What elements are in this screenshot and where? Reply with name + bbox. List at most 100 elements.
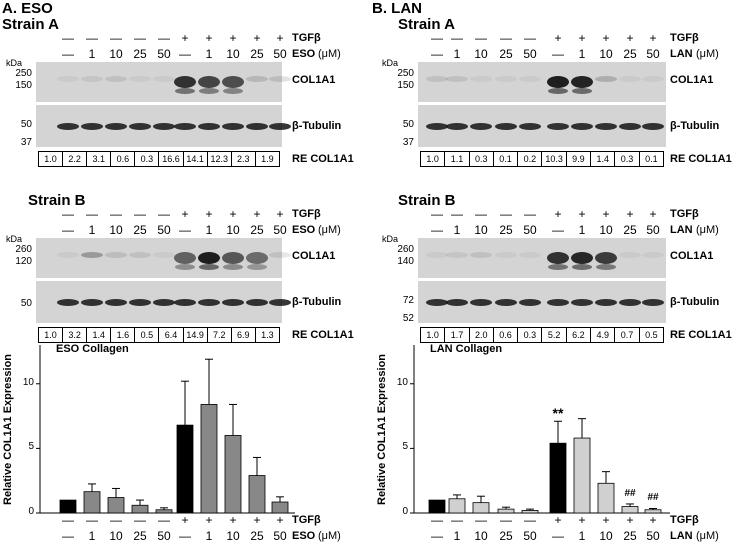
tgf-symbol: +	[649, 207, 657, 221]
tgf-symbol: +	[276, 31, 284, 45]
col1a1-band	[619, 76, 641, 82]
re-value: 0.3	[135, 152, 160, 166]
dose-label: 25	[250, 223, 264, 237]
col1a1-band-lower	[223, 88, 243, 94]
dose-label: —	[62, 529, 74, 543]
re-value: 1.9	[261, 154, 274, 164]
tgf-symbol: +	[578, 513, 586, 527]
re-label: RE COL1A1	[670, 329, 732, 341]
tgf-symbol: —	[524, 31, 536, 45]
tubulin-band	[571, 123, 593, 130]
mw-marker: 120	[15, 256, 32, 267]
col1a1-blot	[418, 62, 666, 102]
col1a1-band	[222, 76, 244, 88]
dose-label: 25	[499, 47, 513, 61]
tgf-symbol: +	[602, 207, 610, 221]
col1a1-band	[222, 252, 244, 264]
tgf-symbol: —	[158, 207, 170, 221]
kda-label: kDa	[382, 58, 399, 68]
tgf-symbol: +	[181, 207, 189, 221]
bar	[224, 435, 242, 514]
tgf-row-label: TGFβ	[292, 514, 321, 526]
dose-label: 25	[499, 223, 513, 237]
tgf-symbol: —	[134, 513, 146, 527]
re-values-box: 1.0 2.2 3.1 0.6 0.3 16.6 14.1 12.3 2.3 1.9	[38, 151, 280, 167]
col1a1-blot	[36, 62, 291, 102]
tgf-row-label: TGFβ	[292, 32, 321, 44]
dose-label: 25	[133, 223, 147, 237]
tgf-symbol: —	[110, 513, 122, 527]
dose-label: 50	[273, 223, 287, 237]
dose-label: 25	[623, 529, 637, 543]
y-tick-label: 5	[402, 441, 408, 453]
bar	[107, 497, 125, 514]
tgf-symbol: +	[276, 513, 284, 527]
re-value: 2.0	[470, 328, 494, 342]
bar	[597, 482, 615, 514]
tubulin-band	[619, 299, 641, 306]
dose-label: 1	[205, 529, 213, 543]
dose-label: 50	[273, 47, 287, 61]
col1a1-band	[81, 252, 103, 258]
y-axis-label: Relative COL1A1 Expression	[2, 353, 14, 505]
mw-marker: 50	[20, 298, 32, 309]
tgf-row-label: TGFβ	[670, 514, 699, 526]
dose-label: 25	[133, 47, 147, 61]
col1a1-band	[571, 252, 593, 264]
tubulin-band	[547, 299, 569, 306]
bar	[248, 475, 266, 514]
tubulin-band	[495, 123, 517, 130]
re-value: 1.6	[111, 328, 136, 342]
re-value: 1.7	[445, 328, 470, 342]
dose-label: 50	[157, 47, 171, 61]
re-value: 0.6	[494, 328, 519, 342]
col1a1-band	[198, 252, 220, 264]
y-axis-label: Relative COL1A1 Expression	[376, 353, 388, 505]
tubulin-blot	[418, 105, 666, 147]
tgf-symbol: —	[451, 513, 463, 527]
bar	[448, 498, 466, 514]
control-label: β-Tubulin	[292, 120, 342, 132]
re-value: 12.3	[208, 152, 232, 166]
dose-label: —	[552, 529, 564, 543]
tgf-symbol: +	[649, 31, 657, 45]
col1a1-band	[470, 252, 492, 258]
tgf-symbol: —	[475, 513, 487, 527]
bar	[83, 491, 101, 514]
significance-mark: **	[552, 405, 564, 422]
tgf-symbol: +	[205, 31, 213, 45]
dose-label: —	[431, 47, 443, 61]
dose-label: 25	[499, 529, 513, 543]
tubulin-band	[269, 299, 291, 306]
target-label: COL1A1	[670, 74, 714, 86]
dose-label: 50	[646, 223, 660, 237]
re-value: 0.2	[518, 152, 543, 166]
dose-label: 10	[226, 529, 240, 543]
col1a1-band-lower	[175, 88, 195, 94]
tubulin-band	[198, 123, 220, 130]
unit-label: (μM)	[318, 530, 341, 542]
dose-label: 10	[109, 223, 123, 237]
tgf-symbol: +	[181, 513, 189, 527]
graph-title: ESO Collagen	[56, 343, 129, 355]
tgf-symbol: —	[500, 207, 512, 221]
tgf-row-label: TGFβ	[670, 32, 699, 44]
dose-label: 10	[226, 47, 240, 61]
significance-mark: ##	[624, 487, 636, 499]
col1a1-band-lower	[247, 264, 267, 270]
col1a1-band	[426, 252, 448, 258]
re-value: 0.1	[494, 152, 519, 166]
re-values-box: 1.0 3.2 1.4 1.6 0.5 6.4 14.9 7.2 6.9 1.3	[38, 327, 280, 343]
col1a1-band-lower	[548, 264, 568, 270]
unit-label: (μM)	[696, 224, 719, 236]
tubulin-band	[571, 299, 593, 306]
bar	[176, 424, 194, 514]
tgf-symbol: +	[229, 31, 237, 45]
tgf-symbol: +	[276, 207, 284, 221]
tubulin-blot	[36, 281, 291, 323]
drug-row-label: LAN	[670, 48, 693, 60]
re-value: 1.0	[39, 152, 64, 166]
mw-marker: 37	[20, 137, 32, 148]
re-value: 1.3	[261, 330, 274, 340]
tgf-symbol: —	[62, 207, 74, 221]
